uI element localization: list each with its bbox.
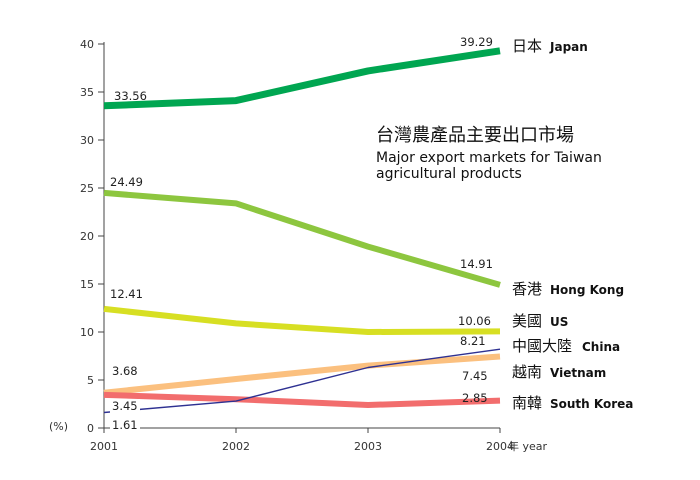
- value-label-start-hongkong: 24.49: [110, 175, 143, 189]
- y-tick-label: 40: [80, 38, 94, 51]
- legend-label-zh-vietnam: 越南: [512, 363, 542, 381]
- chart-title-en-line2: agricultural products: [376, 166, 522, 182]
- x-tick-label: 2001: [90, 440, 118, 453]
- x-tick-label: 2004: [486, 440, 514, 453]
- x-tick-label: 2002: [222, 440, 250, 453]
- label-bg: [110, 418, 140, 432]
- legend-label-zh-korea: 南韓: [512, 394, 542, 412]
- y-tick-label: 25: [80, 182, 94, 195]
- series-line-us: [103, 305, 501, 335]
- x-axis-label: 年 year: [508, 439, 548, 453]
- value-label-start-china: 1.61: [112, 418, 138, 432]
- series-line-korea: [103, 391, 501, 408]
- legend-label-zh-japan: 日本: [512, 37, 542, 55]
- legend: 日本 Japan 香港 Hong Kong 美國 US 中國大陸 China 越南 Vietnam…: [512, 37, 633, 412]
- value-label-end-japan: 39.29: [460, 35, 493, 49]
- y-tick-label: 35: [80, 86, 94, 99]
- label-bg: [110, 399, 140, 413]
- value-label-end-china: 8.21: [460, 334, 486, 348]
- series-lines: [103, 47, 501, 414]
- series-line-vietnam: [103, 353, 501, 396]
- value-label-end-us: 10.06: [458, 314, 491, 328]
- series-line-japan: [103, 47, 501, 110]
- y-tick-label: 10: [80, 326, 94, 339]
- legend-label-en-hongkong: Hong Kong: [550, 283, 624, 297]
- title-block: 台灣農產品主要出口市場 Major export markets for Tai…: [376, 125, 602, 182]
- legend-label-zh-us: 美國: [512, 312, 542, 330]
- y-tick-label: 15: [80, 278, 94, 291]
- y-tick-label: 0: [87, 422, 94, 435]
- legend-label-zh-china: 中國大陸: [512, 337, 572, 355]
- y-tick-label: 5: [87, 374, 94, 387]
- legend-label-en-us: US: [550, 315, 568, 329]
- legend-label-en-japan: Japan: [549, 40, 588, 54]
- y-tick-label: 20: [80, 230, 94, 243]
- legend-label-en-korea: South Korea: [550, 397, 633, 411]
- value-label-start-korea: 3.45: [112, 399, 138, 413]
- y-axis-unit: (%): [49, 420, 68, 433]
- value-label-end-korea: 2.85: [462, 391, 488, 405]
- legend-label-en-vietnam: Vietnam: [550, 366, 606, 380]
- chart-title-en-line1: Major export markets for Taiwan: [376, 150, 602, 166]
- value-label-start-japan: 33.56: [114, 89, 147, 103]
- value-label-start-vietnam: 3.68: [112, 364, 138, 378]
- x-tick-label: 2003: [354, 440, 382, 453]
- legend-label-zh-hongkong: 香港: [512, 280, 542, 298]
- series-line-china: [103, 348, 501, 414]
- axes: 0 5 10 15 20 25 30 35 40 2001 2002 2003 2004 (%) 年 yea…: [49, 38, 548, 453]
- value-label-end-hongkong: 14.91: [460, 257, 493, 271]
- chart-title-zh: 台灣農產品主要出口市場: [376, 125, 574, 146]
- value-label-start-us: 12.41: [110, 287, 143, 301]
- legend-label-en-china: China: [582, 340, 620, 354]
- y-tick-label: 30: [80, 134, 94, 147]
- value-labels: 33.56 39.29 24.49 14.91 12.41 10.06 1.61 8.21 3.…: [110, 35, 493, 432]
- value-label-end-vietnam: 7.45: [462, 369, 488, 383]
- series-line-hongkong: [103, 189, 501, 288]
